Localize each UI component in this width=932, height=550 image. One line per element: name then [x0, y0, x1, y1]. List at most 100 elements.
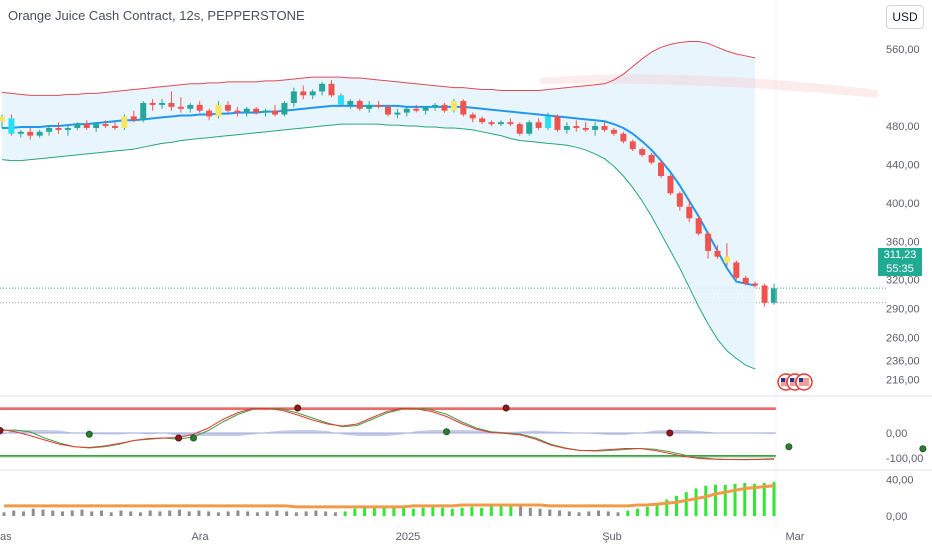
candle — [46, 126, 53, 136]
volume-bar — [470, 506, 474, 516]
y-tick-label: 40,00 — [886, 474, 914, 486]
candle-body — [140, 103, 147, 121]
volume-bar — [99, 510, 103, 516]
candle — [771, 283, 777, 305]
cross-marker-red — [666, 429, 674, 437]
candle-body — [83, 124, 90, 128]
candle-body — [450, 101, 457, 111]
candle-body — [526, 122, 533, 134]
candle — [309, 89, 316, 100]
volume-signal-line — [4, 484, 775, 509]
candle — [394, 108, 401, 119]
candle-body — [224, 104, 231, 111]
candle — [441, 103, 448, 113]
volume-bar — [402, 507, 406, 516]
candle — [253, 106, 260, 115]
candle — [328, 79, 335, 98]
volume-bar — [753, 483, 757, 516]
candle-body — [55, 127, 62, 130]
candle-body — [17, 131, 24, 134]
candle-body — [752, 283, 759, 286]
volume-bar — [499, 504, 503, 516]
candle — [639, 147, 646, 157]
candle — [187, 103, 194, 113]
candle-body — [441, 104, 448, 111]
volume-bar — [80, 509, 84, 516]
volume-bar — [587, 511, 591, 516]
bollinger-band-fill — [2, 41, 756, 370]
volume-bar — [626, 510, 630, 516]
volume-bar — [148, 510, 152, 516]
volume-bar — [246, 511, 250, 516]
volume-bar — [528, 507, 532, 516]
candle-body — [375, 104, 382, 107]
volume-bar — [343, 511, 347, 516]
volume-bar — [129, 511, 133, 516]
candle — [742, 275, 749, 286]
volume-bar — [597, 510, 601, 516]
candle-body — [46, 127, 53, 132]
candle — [752, 281, 759, 288]
volume-bar — [353, 508, 357, 516]
volume-bar — [538, 508, 542, 516]
candle — [516, 122, 523, 136]
bar-countdown-badge: 55:35 — [878, 262, 922, 276]
volume-bar — [489, 505, 493, 516]
candle-body — [479, 118, 486, 123]
candle — [535, 118, 542, 130]
candle-body — [262, 110, 269, 113]
candle-body — [347, 101, 354, 105]
y-tick-label: 320,00 — [886, 275, 920, 287]
candle-body — [337, 95, 344, 105]
candle — [733, 260, 740, 280]
candle-body — [432, 104, 439, 107]
volume-bar — [21, 511, 25, 516]
y-tick-label: 0,00 — [886, 511, 907, 523]
y-tick-label: 440,00 — [886, 159, 920, 171]
candle-body — [243, 108, 250, 113]
cross-marker-green — [785, 443, 793, 451]
candle — [723, 243, 730, 267]
volume-bar — [694, 488, 698, 516]
candle — [582, 122, 589, 132]
candle-body — [723, 256, 730, 263]
volume-bar — [704, 485, 708, 516]
candle-body — [658, 162, 665, 176]
candle-body — [676, 193, 683, 207]
candle-body — [149, 103, 156, 105]
candle — [507, 118, 514, 127]
candle-body — [592, 126, 599, 130]
candle-body — [629, 141, 636, 150]
volume-bar — [636, 508, 640, 516]
lower-band-line — [1, 123, 756, 370]
volume-bar — [363, 507, 367, 516]
candle — [93, 122, 100, 132]
candle-body — [0, 116, 5, 122]
candle-body — [281, 103, 288, 115]
volume-bar — [285, 511, 289, 516]
candle — [224, 101, 231, 113]
currency-button[interactable]: USD — [886, 5, 924, 29]
volume-bar — [392, 506, 396, 516]
volume-bar — [655, 503, 659, 516]
volume-bar — [567, 511, 571, 516]
y-tick-label: 290,00 — [886, 304, 920, 316]
candle — [215, 101, 222, 119]
volume-bar — [665, 499, 669, 516]
candle-body — [535, 122, 542, 128]
volume-bar — [606, 511, 610, 516]
volume-bar — [90, 511, 94, 516]
candle-body — [516, 124, 523, 134]
y-tick-label: 480,00 — [886, 121, 920, 133]
cross-marker-red — [502, 404, 510, 412]
candle — [497, 120, 504, 127]
candle-body — [74, 124, 81, 128]
candle — [102, 120, 109, 128]
candle — [27, 127, 34, 140]
volume-bar — [31, 508, 35, 516]
cross-marker-red — [0, 427, 4, 434]
volume-bar — [616, 512, 620, 516]
cross-marker-red — [175, 434, 183, 442]
candle-body — [667, 176, 674, 194]
